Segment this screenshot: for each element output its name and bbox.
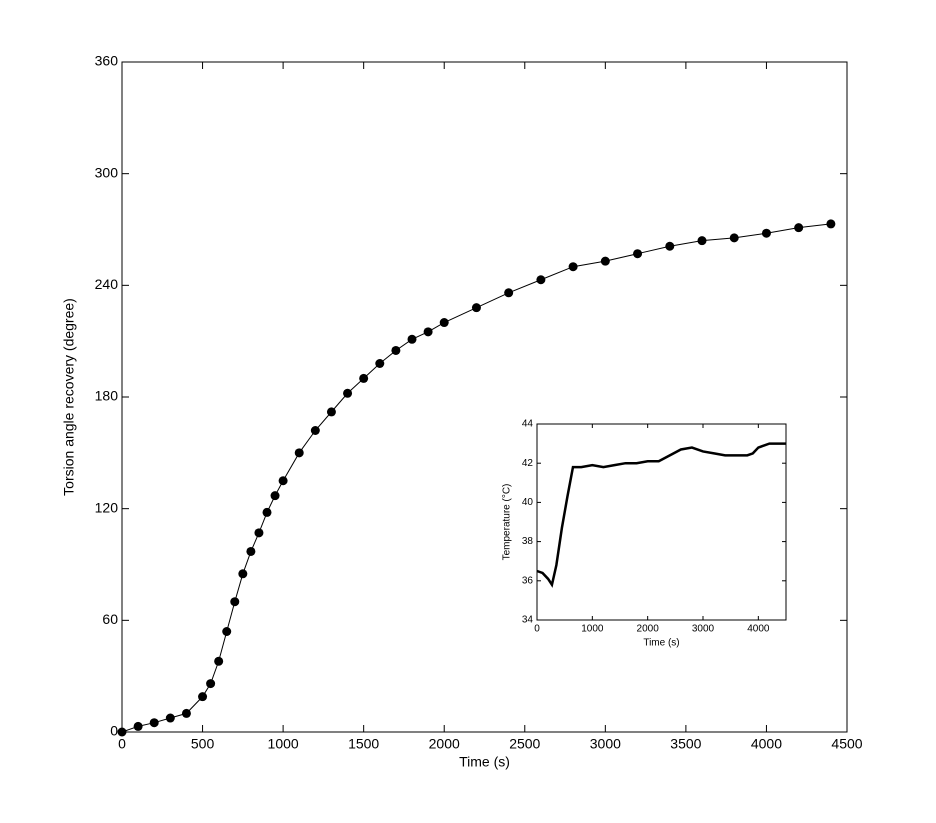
y-tick-label: 240 <box>95 276 119 292</box>
x-tick-label: 3500 <box>670 735 701 751</box>
x-axis-label: Time (s) <box>459 753 510 769</box>
x-tick-label: 1000 <box>268 735 299 751</box>
data-point <box>375 359 385 368</box>
x-tick-label: 3000 <box>692 624 715 635</box>
x-tick-label: 1000 <box>581 624 604 635</box>
chart-0: 0 500 1000 1500 2000 2500 3000 3500 4000 45000601… <box>61 53 863 770</box>
x-tick-label: 4000 <box>747 624 770 635</box>
data-line <box>536 442 786 588</box>
y-tick-label: 42 <box>522 458 534 469</box>
data-point <box>423 327 433 337</box>
y-tick-label: 40 <box>522 497 534 508</box>
data-point <box>310 426 320 435</box>
data-point <box>568 262 578 272</box>
x-tick-label: 0 <box>118 735 126 751</box>
x-tick-label: 500 <box>191 735 215 751</box>
y-tick-label: 44 <box>522 419 534 430</box>
data-point <box>343 388 353 398</box>
plot-area <box>536 423 787 621</box>
data-point <box>149 718 159 728</box>
data-point <box>633 249 643 259</box>
data-point <box>165 713 175 723</box>
y-axis-label: Temperature (°C) <box>502 484 513 561</box>
data-point <box>326 407 336 417</box>
data-point <box>439 318 449 328</box>
data-point <box>262 507 272 517</box>
x-tick-label: 4000 <box>751 735 782 751</box>
data-point <box>536 275 546 285</box>
y-tick-label: 120 <box>95 499 119 515</box>
data-point <box>600 256 610 266</box>
data-point <box>359 373 369 383</box>
x-tick-label: 2000 <box>429 735 460 751</box>
data-point <box>230 597 240 607</box>
data-point <box>391 345 401 355</box>
x-tick-label: 2500 <box>509 735 540 751</box>
x-tick-label: 3000 <box>590 735 621 751</box>
data-point <box>246 546 256 556</box>
y-tick-label: 180 <box>95 388 119 404</box>
data-point <box>504 288 514 298</box>
data-point <box>697 236 707 246</box>
data-point <box>826 219 836 229</box>
data-point <box>214 656 224 666</box>
data-point <box>181 708 191 718</box>
y-tick-label: 60 <box>102 611 118 627</box>
x-tick-label: 0 <box>534 624 540 635</box>
y-axis-label: Torsion angle recovery (degree) <box>61 298 77 496</box>
chart-1: 0 1000 2000 3000 4000 34 36 38 40 42 44 Time (s) Tem… <box>502 419 787 649</box>
y-tick-label: 0 <box>110 723 118 739</box>
x-tick-label: 4500 <box>831 735 862 751</box>
data-point <box>117 727 127 737</box>
x-tick-label: 1500 <box>348 735 379 751</box>
data-point <box>222 627 232 636</box>
data-point <box>270 491 280 501</box>
x-tick-label: 2000 <box>637 624 660 635</box>
data-point <box>198 692 208 702</box>
y-tick-label: 36 <box>522 575 534 586</box>
data-point <box>238 569 248 579</box>
y-tick-label: 38 <box>522 536 534 547</box>
y-tick-label: 300 <box>95 164 119 180</box>
data-point <box>729 233 739 243</box>
data-point <box>206 679 216 689</box>
data-point <box>794 223 804 233</box>
data-point <box>278 476 288 486</box>
y-tick-label: 34 <box>522 615 534 626</box>
data-point <box>133 721 143 731</box>
data-point <box>294 448 304 458</box>
data-point <box>471 303 481 313</box>
x-axis-label: Time (s) <box>643 638 679 649</box>
data-point <box>407 334 417 344</box>
data-point <box>254 528 264 538</box>
data-point <box>665 241 675 251</box>
y-tick-label: 360 <box>95 53 119 69</box>
data-point <box>761 228 771 238</box>
